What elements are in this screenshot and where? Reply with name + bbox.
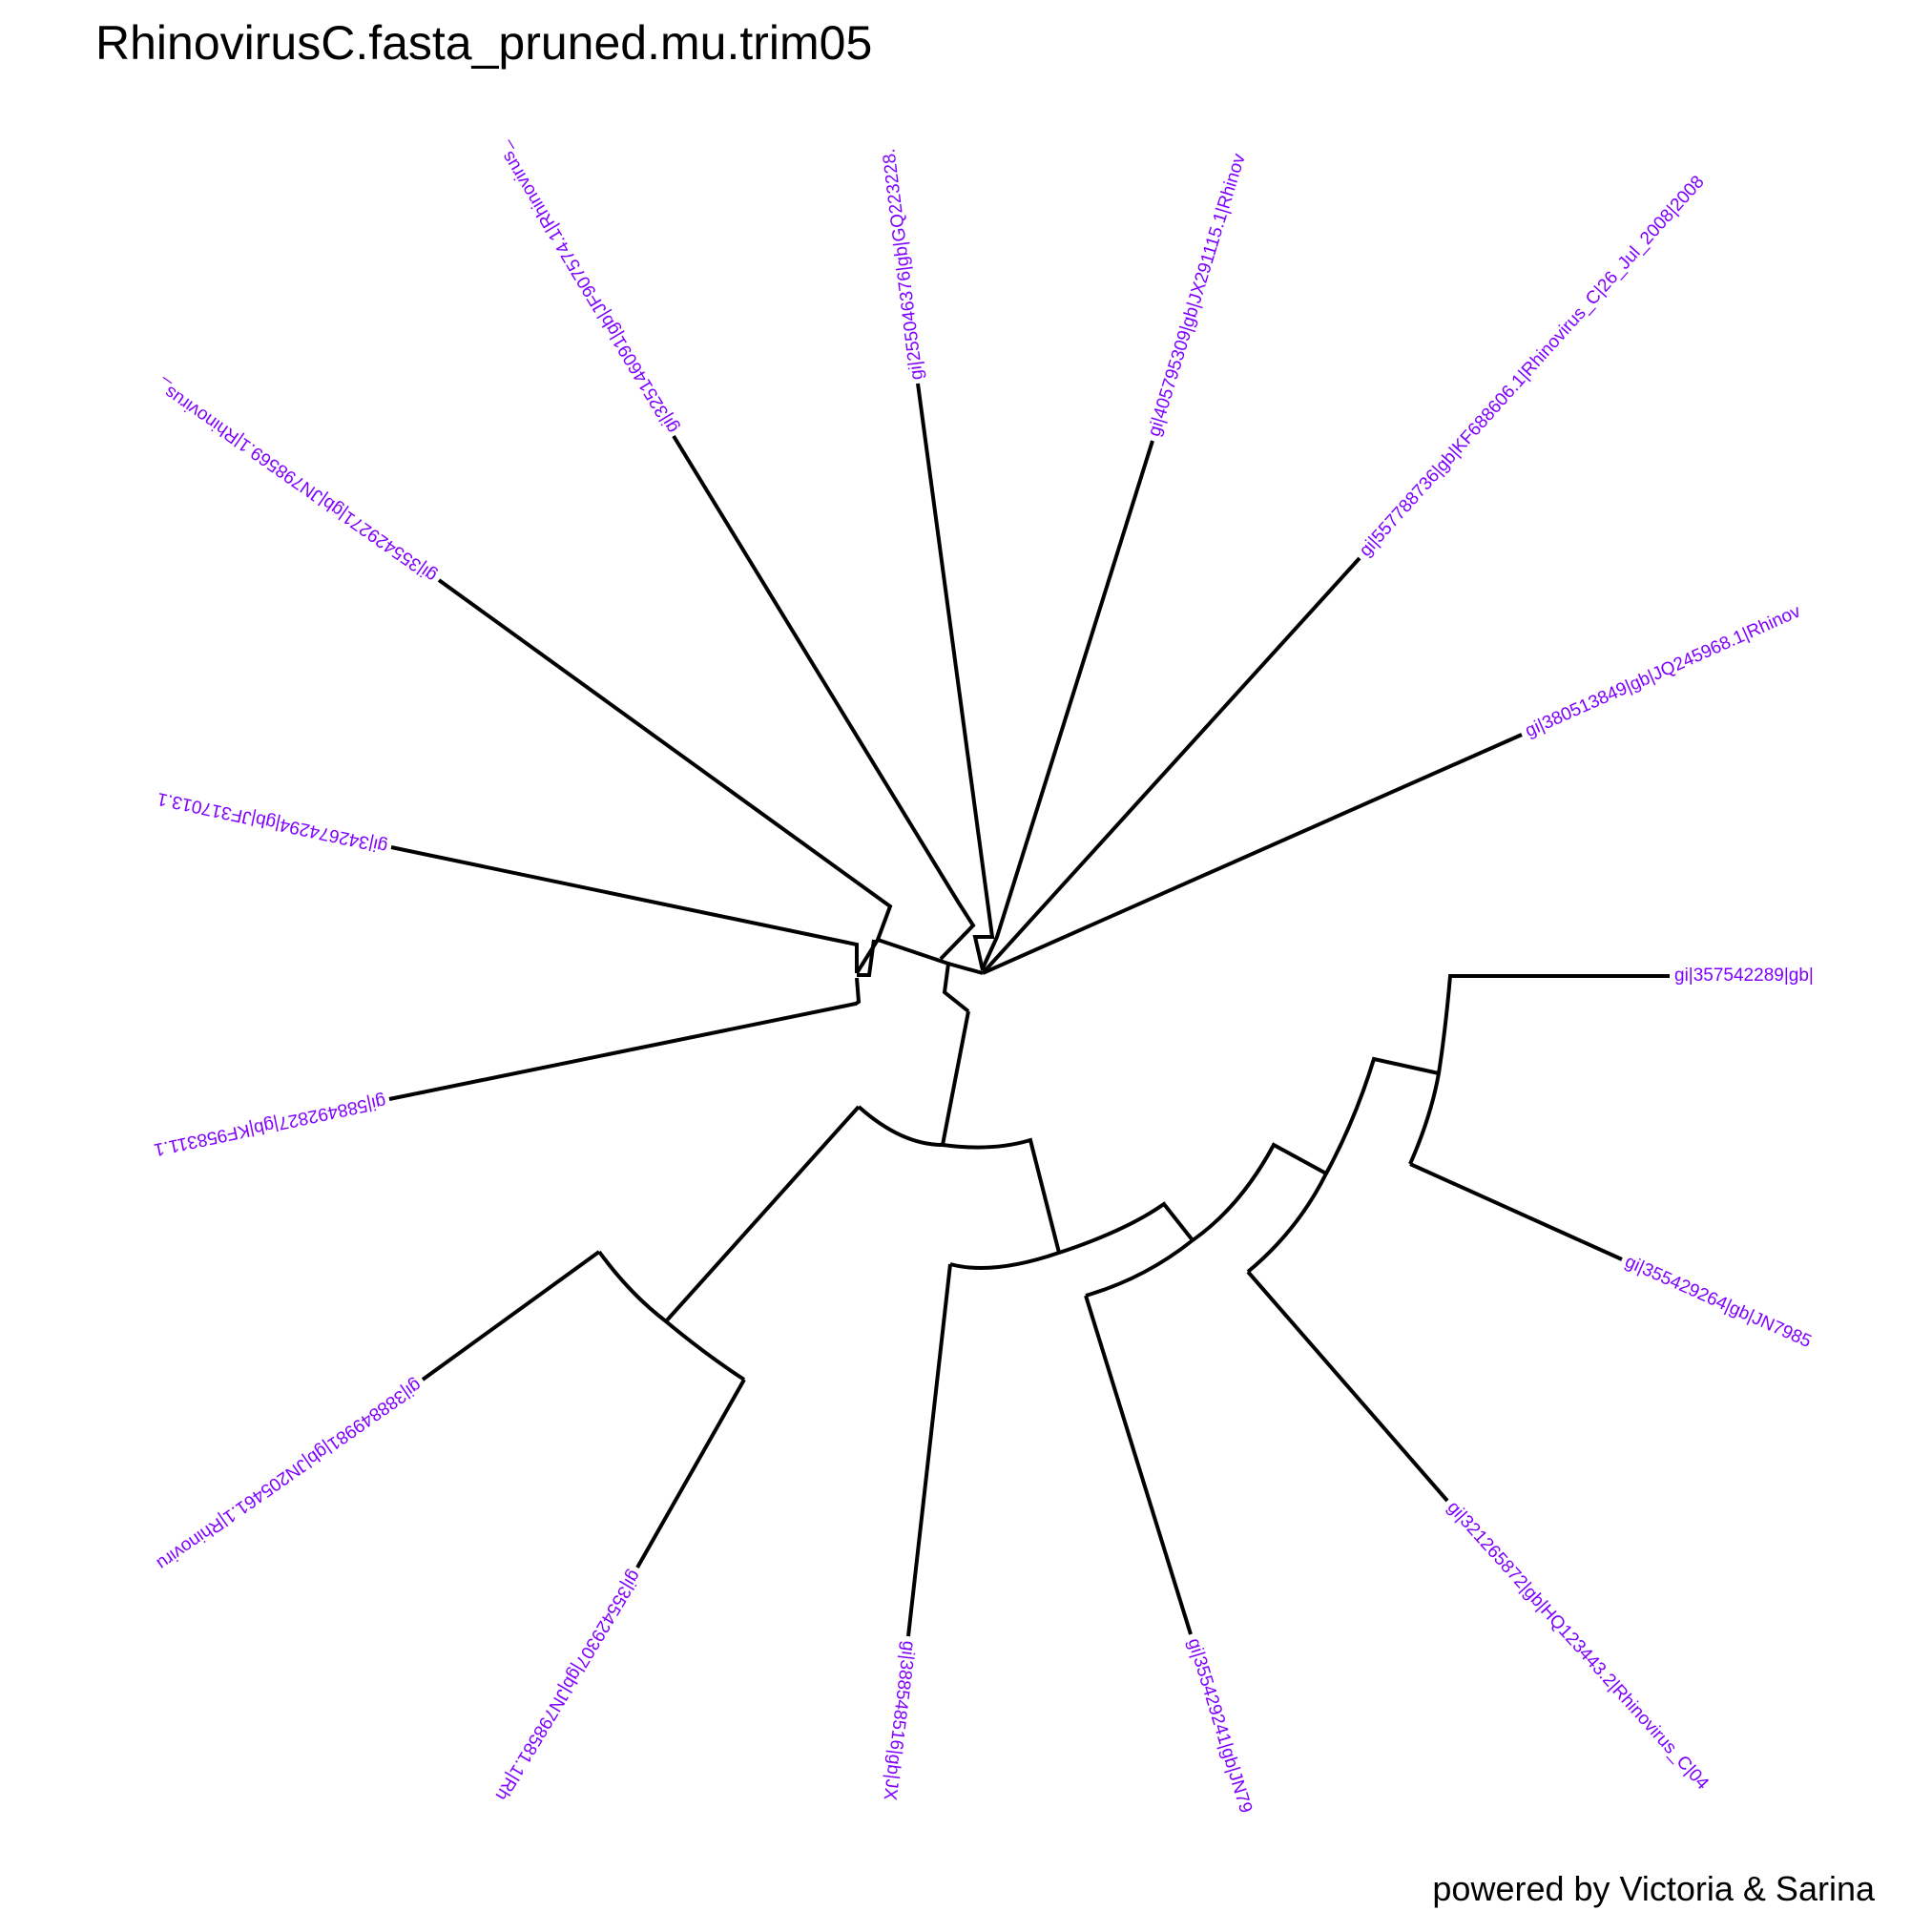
branch [857,939,876,977]
page-title: RhinovirusC.fasta_pruned.mu.trim05 [95,16,873,70]
branch [390,845,859,973]
tip-label: gi|355429241|gb|JN79 [1183,1636,1256,1816]
tip-label: gi|355429307|gb|JN798581.1|Rh [490,1567,644,1804]
branch [916,383,995,971]
branch [857,1105,1061,1254]
tip-label: gi|557788736|gb|KF688606.1|Rhinovirus_C|… [1356,172,1709,560]
tip-label: gi|588492827|gb|KF958311.1 [152,1091,387,1159]
branch [1246,1270,1449,1503]
branch [981,556,1361,975]
tip-label: gi|405795309|gb|JX291115.1|Rhinov [1144,151,1249,439]
tip-label: gi|342674294|gb|JF317013.1 [156,788,389,857]
branch [421,1250,601,1381]
tip-label: gi|357542289|gb| [1674,966,1814,986]
branch [982,733,1523,975]
branch [635,1379,746,1568]
branch [1409,1162,1623,1261]
branch [597,1250,746,1381]
tip-label: gi|255046376|gb|GQ223228. [879,148,927,382]
branch [949,1201,1195,1270]
branch [664,1105,861,1323]
tip-label: gi|388548516|gb|JX [880,1640,919,1802]
tree-branches [388,383,1670,1637]
tip-label: gi|388849981|gb|JN205461.1|Rhinoviru [153,1375,425,1573]
branch [1408,974,1670,1165]
footer-credit: powered by Victoria & Sarina [1432,1869,1875,1908]
tip-label: gi|355429264|gb|JN7985 [1622,1252,1815,1352]
branch [981,440,1154,969]
branch [672,434,976,961]
tip-label: gi|355429271|gb|JN798569.1|Rhinovirus_ [153,376,441,586]
branch [437,578,893,975]
branch [941,1010,970,1146]
branch [1246,1056,1440,1274]
branch [877,938,970,1013]
tip-label: gi|321265872|gb|HQ123443.2|Rhinovirus_C|… [1444,1498,1714,1795]
tip-label: gi|325146091|gb|JF907574.1|Rhinovirus_ [492,138,682,436]
branch [1085,1142,1327,1298]
tip-label: gi|380513849|gb|JQ245968.1|Rhinov [1523,601,1804,741]
branch [1084,1295,1193,1635]
branch [906,1263,952,1637]
branch [947,962,984,975]
branch [388,977,862,1101]
